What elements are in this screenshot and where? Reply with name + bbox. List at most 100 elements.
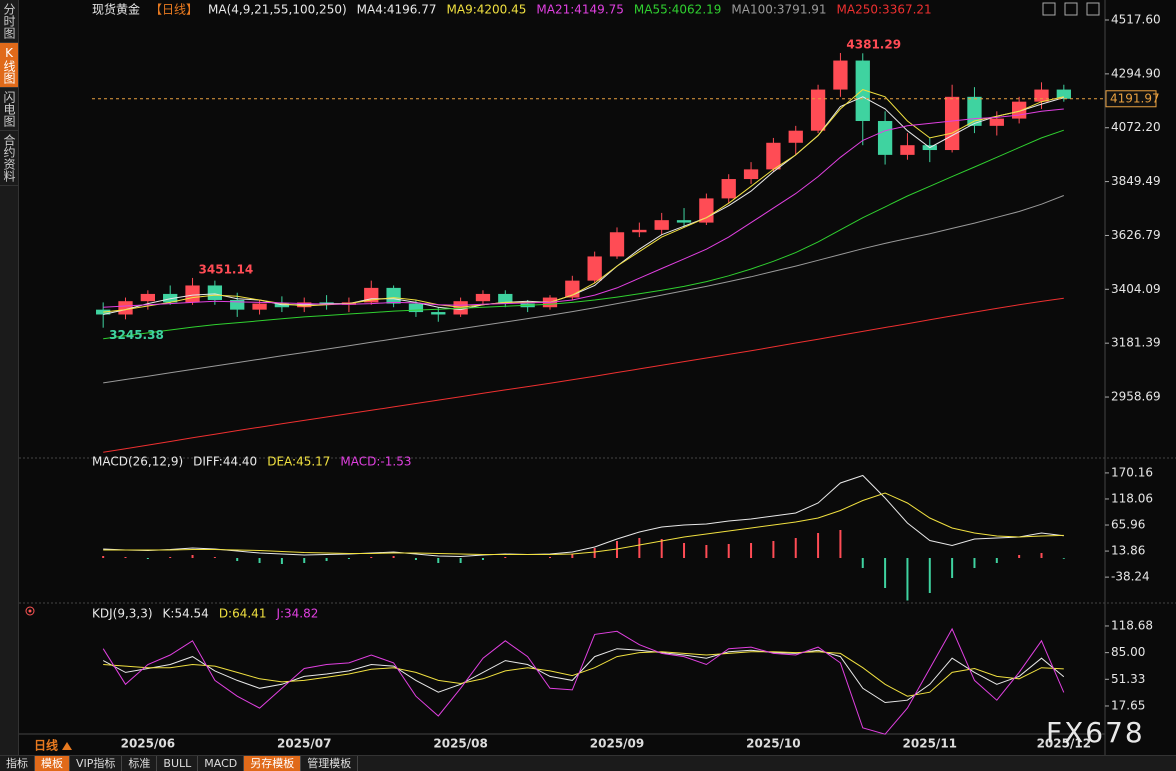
side-tab[interactable]: 合约资料 — [0, 131, 18, 186]
x-tick-label: 2025/07 — [277, 737, 331, 751]
button[interactable] — [1064, 2, 1078, 16]
ma-line — [103, 108, 1064, 308]
kdj-line — [103, 651, 1064, 697]
candle-body — [274, 303, 290, 308]
candle-body — [386, 287, 401, 304]
panel-icon[interactable] — [25, 606, 35, 616]
y-tick-label: 13.86 — [1111, 544, 1145, 558]
period-arrow[interactable] — [62, 742, 72, 750]
y-tick-label: 4517.60 — [1111, 13, 1161, 27]
candle-body — [810, 89, 826, 131]
legend-entry: J:34.82 — [275, 607, 318, 621]
button[interactable] — [1042, 2, 1056, 16]
legend-entry: MA55:4062.19 — [634, 3, 722, 17]
candle-body — [118, 301, 133, 315]
y-tick-label: 4294.90 — [1111, 66, 1161, 80]
y-tick-label: 118.68 — [1111, 618, 1153, 632]
y-tick-label: 170.16 — [1111, 465, 1153, 479]
side-tabs: 分时图 K线图 闪电图 合约资料 — [0, 0, 19, 755]
candle-body — [408, 303, 424, 313]
candle-body — [699, 198, 714, 223]
candle-body — [855, 60, 870, 122]
candle-body — [140, 293, 156, 302]
candle-body — [944, 96, 960, 151]
bottom-tab[interactable]: 模板 — [35, 756, 70, 771]
chart-title: 现货黄金 — [92, 2, 140, 17]
legend-entry: K:54.54 — [163, 607, 209, 621]
bottom-tabs: 指标 模板 VIP指标 标准 BULL MACD 另存模板 管理模板 — [0, 755, 1176, 771]
chart-title: MACD(26,12,9) — [92, 455, 183, 469]
ma-line — [103, 129, 1064, 340]
bottom-tab[interactable]: 另存模板 — [244, 756, 302, 771]
period-label[interactable]: 日线 — [34, 738, 58, 753]
y-tick-label: 3404.09 — [1111, 282, 1161, 296]
candle-body — [632, 229, 647, 233]
candle-body — [833, 60, 848, 90]
y-tick-label: 51.33 — [1111, 672, 1145, 686]
y-tick-label: 118.06 — [1111, 491, 1153, 505]
candle-body — [654, 220, 669, 230]
bottom-tab[interactable]: VIP指标 — [70, 756, 123, 771]
candle-body — [788, 130, 803, 143]
legend-entry: MACD:-1.53 — [340, 455, 411, 469]
legend-entry: DIFF:44.40 — [193, 455, 257, 469]
x-tick-label: 2025/10 — [746, 737, 800, 751]
bottom-tab[interactable]: 管理模板 — [301, 756, 359, 771]
x-tick-label: 2025/12 — [1037, 737, 1091, 751]
candle-body — [230, 299, 245, 310]
ma-line — [103, 195, 1064, 384]
chart: 日线 4517.60 4294.90 4072.20 3849.49 3626.79 34… — [19, 0, 1176, 755]
chart-title: KDJ(9,3,3) — [92, 607, 153, 621]
candle-body — [743, 169, 759, 180]
candle-body — [1056, 89, 1071, 99]
y-tick-label: 4072.20 — [1111, 120, 1161, 134]
candle-body — [163, 293, 178, 303]
button[interactable] — [1086, 2, 1100, 16]
window-buttons — [1042, 2, 1100, 16]
legend-title: MA(4,9,21,55,100,250) — [208, 3, 347, 17]
legend-entry: MA21:4149.75 — [536, 3, 624, 17]
bottom-tab[interactable]: 指标 — [0, 756, 35, 771]
last-price-label: 4191.97 — [1110, 91, 1160, 105]
x-tick-label: 2025/06 — [121, 737, 175, 751]
bottom-tab[interactable]: BULL — [157, 756, 199, 771]
candle-body — [900, 145, 915, 155]
kdj-line — [102, 648, 1065, 704]
y-tick-label: 2958.69 — [1111, 390, 1161, 404]
candle-body — [609, 232, 625, 257]
side-tab[interactable]: 分时图 — [0, 0, 18, 43]
x-tick-label: 2025/09 — [590, 737, 644, 751]
macd-line — [103, 492, 1064, 555]
ma-line — [103, 89, 1064, 313]
x-tick-label: 2025/08 — [433, 737, 487, 751]
y-tick-label: 3181.39 — [1111, 336, 1161, 350]
watermark: FX678 — [1046, 716, 1145, 749]
panel-icon — [28, 609, 32, 613]
macd-line — [103, 474, 1064, 558]
candle-body — [989, 118, 1004, 126]
y-tick-label: 17.65 — [1111, 698, 1145, 712]
legend-entry: DEA:45.17 — [267, 455, 330, 469]
y-tick-label: 3626.79 — [1111, 228, 1161, 242]
extreme-label: 3451.14 — [199, 262, 254, 276]
side-tab[interactable]: 闪电图 — [0, 88, 18, 131]
candle-body — [431, 312, 446, 315]
background — [19, 0, 1176, 755]
legend-entry: MA250:3367.21 — [837, 3, 932, 17]
extreme-label: 4381.29 — [846, 37, 901, 51]
bottom-tab[interactable]: 标准 — [122, 756, 158, 771]
ma-line — [103, 297, 1064, 453]
extreme-label: 3245.38 — [109, 328, 164, 342]
candle-body — [252, 303, 267, 310]
side-tab[interactable]: K线图 — [0, 43, 18, 88]
y-tick-label: 85.00 — [1111, 645, 1145, 659]
candle-body — [877, 121, 893, 155]
candle-body — [721, 179, 736, 199]
y-tick-label: 3849.49 — [1111, 174, 1161, 188]
kdj-line — [102, 627, 1065, 735]
bottom-tab[interactable]: MACD — [198, 756, 245, 771]
candle-body — [1034, 89, 1049, 102]
candle-body — [475, 293, 491, 302]
y-tick-label: -38.24 — [1111, 570, 1150, 584]
